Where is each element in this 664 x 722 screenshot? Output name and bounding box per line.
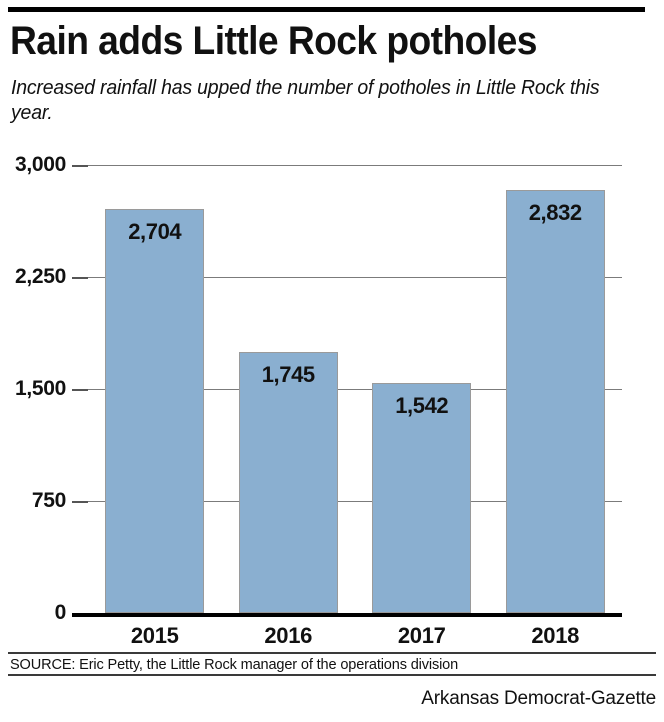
x-axis-line [72,613,622,617]
y-axis-label: 750 [31,489,66,512]
page-title: Rain adds Little Rock potholes [10,19,537,63]
x-axis-label: 2016 [264,623,313,648]
source-rule-bottom [8,674,656,676]
gridline [88,501,622,502]
source-rule-top [8,652,656,654]
source-note: SOURCE: Eric Petty, the Little Rock mana… [10,655,459,673]
x-axis-label: 2015 [130,623,179,648]
page-subtitle: Increased rainfall has upped the number … [11,76,600,124]
bar[interactable]: 2,832 [505,190,605,613]
bar-value-label: 1,745 [261,362,315,388]
y-axis-tick [72,165,88,167]
y-axis-label: 1,500 [14,377,66,400]
bar-value-label: 2,832 [528,200,582,226]
x-axis-label: 2017 [397,623,446,648]
bar-value-label: 1,542 [395,392,449,418]
bar[interactable]: 2,704 [105,209,205,613]
y-axis-tick [72,277,88,279]
y-axis-tick [72,501,88,503]
y-axis-tick [72,389,88,391]
bar-value-label: 2,704 [128,219,182,245]
bar[interactable]: 1,542 [372,382,472,613]
publication-credit: Arkansas Democrat-Gazette [421,688,656,709]
chart-plot-area: 0 750 1,500 2,250 3,000 2,704 2015 1,745 2016 1,5… [15,153,622,648]
gridline [88,389,622,390]
gridline [88,277,622,278]
bar[interactable]: 1,745 [238,352,338,613]
y-axis-label: 0 [54,601,67,624]
x-axis-label: 2018 [531,623,580,648]
gridline [88,165,622,166]
y-axis-label: 3,000 [14,153,66,176]
top-divider-rule [8,7,645,12]
y-axis-label: 2,250 [14,265,66,288]
